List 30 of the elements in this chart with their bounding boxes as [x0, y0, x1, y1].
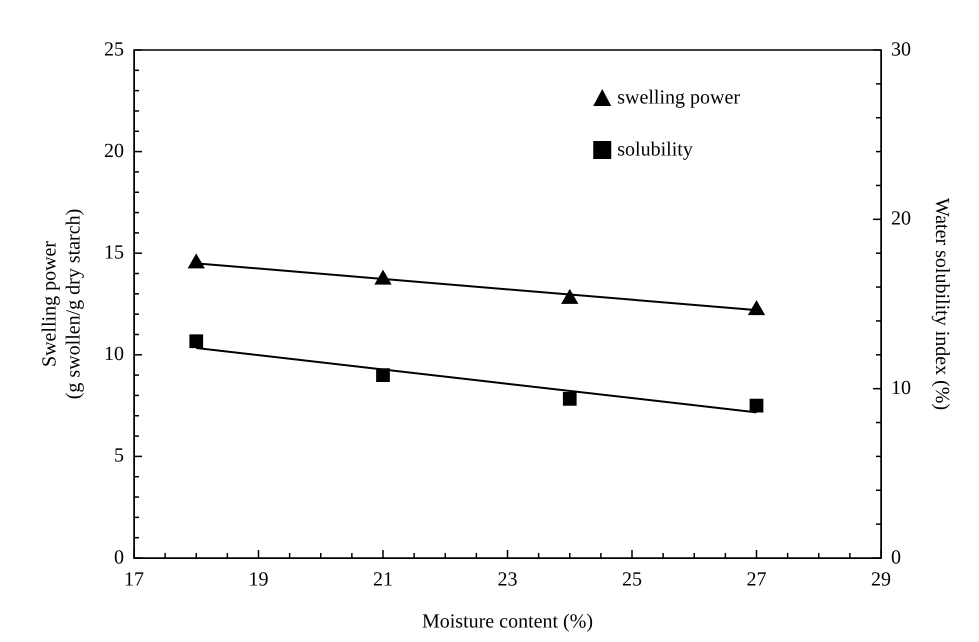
y-tick-label: 0: [114, 546, 124, 568]
x-tick-label: 19: [248, 568, 268, 590]
y2-tick-label: 10: [891, 376, 911, 399]
x-tick-label: 29: [871, 568, 891, 590]
y-tick-label: 10: [104, 343, 124, 366]
point: [562, 392, 577, 406]
point: [189, 334, 204, 348]
point: [374, 270, 392, 285]
legend-label: swelling power: [617, 86, 740, 108]
point: [748, 300, 765, 316]
point: [750, 398, 764, 412]
y2-tick-label: 0: [891, 546, 901, 568]
y-tick-label: 15: [104, 241, 124, 264]
x-tick-label: 23: [498, 568, 518, 590]
y-tick-label: 25: [104, 38, 124, 60]
y-tick-label: 5: [114, 444, 124, 467]
y2-axis-title: Water solubility index (%): [930, 198, 953, 410]
x-tick-label: 27: [746, 568, 766, 590]
x-axis-title: Moisture content (%): [422, 610, 594, 632]
x-tick-label: 21: [373, 568, 393, 590]
x-tick-label: 17: [124, 568, 144, 590]
x-tick-label: 25: [622, 568, 642, 590]
y-tick-label: 20: [104, 140, 124, 162]
point: [376, 368, 390, 382]
y2-tick-label: 30: [891, 38, 911, 60]
y2-tick-label: 20: [891, 208, 911, 230]
point: [561, 289, 578, 304]
legend-label: solubility: [617, 138, 693, 160]
y-axis-title: Swelling power (g swollen/g dry starch): [38, 208, 84, 400]
point: [188, 254, 205, 268]
